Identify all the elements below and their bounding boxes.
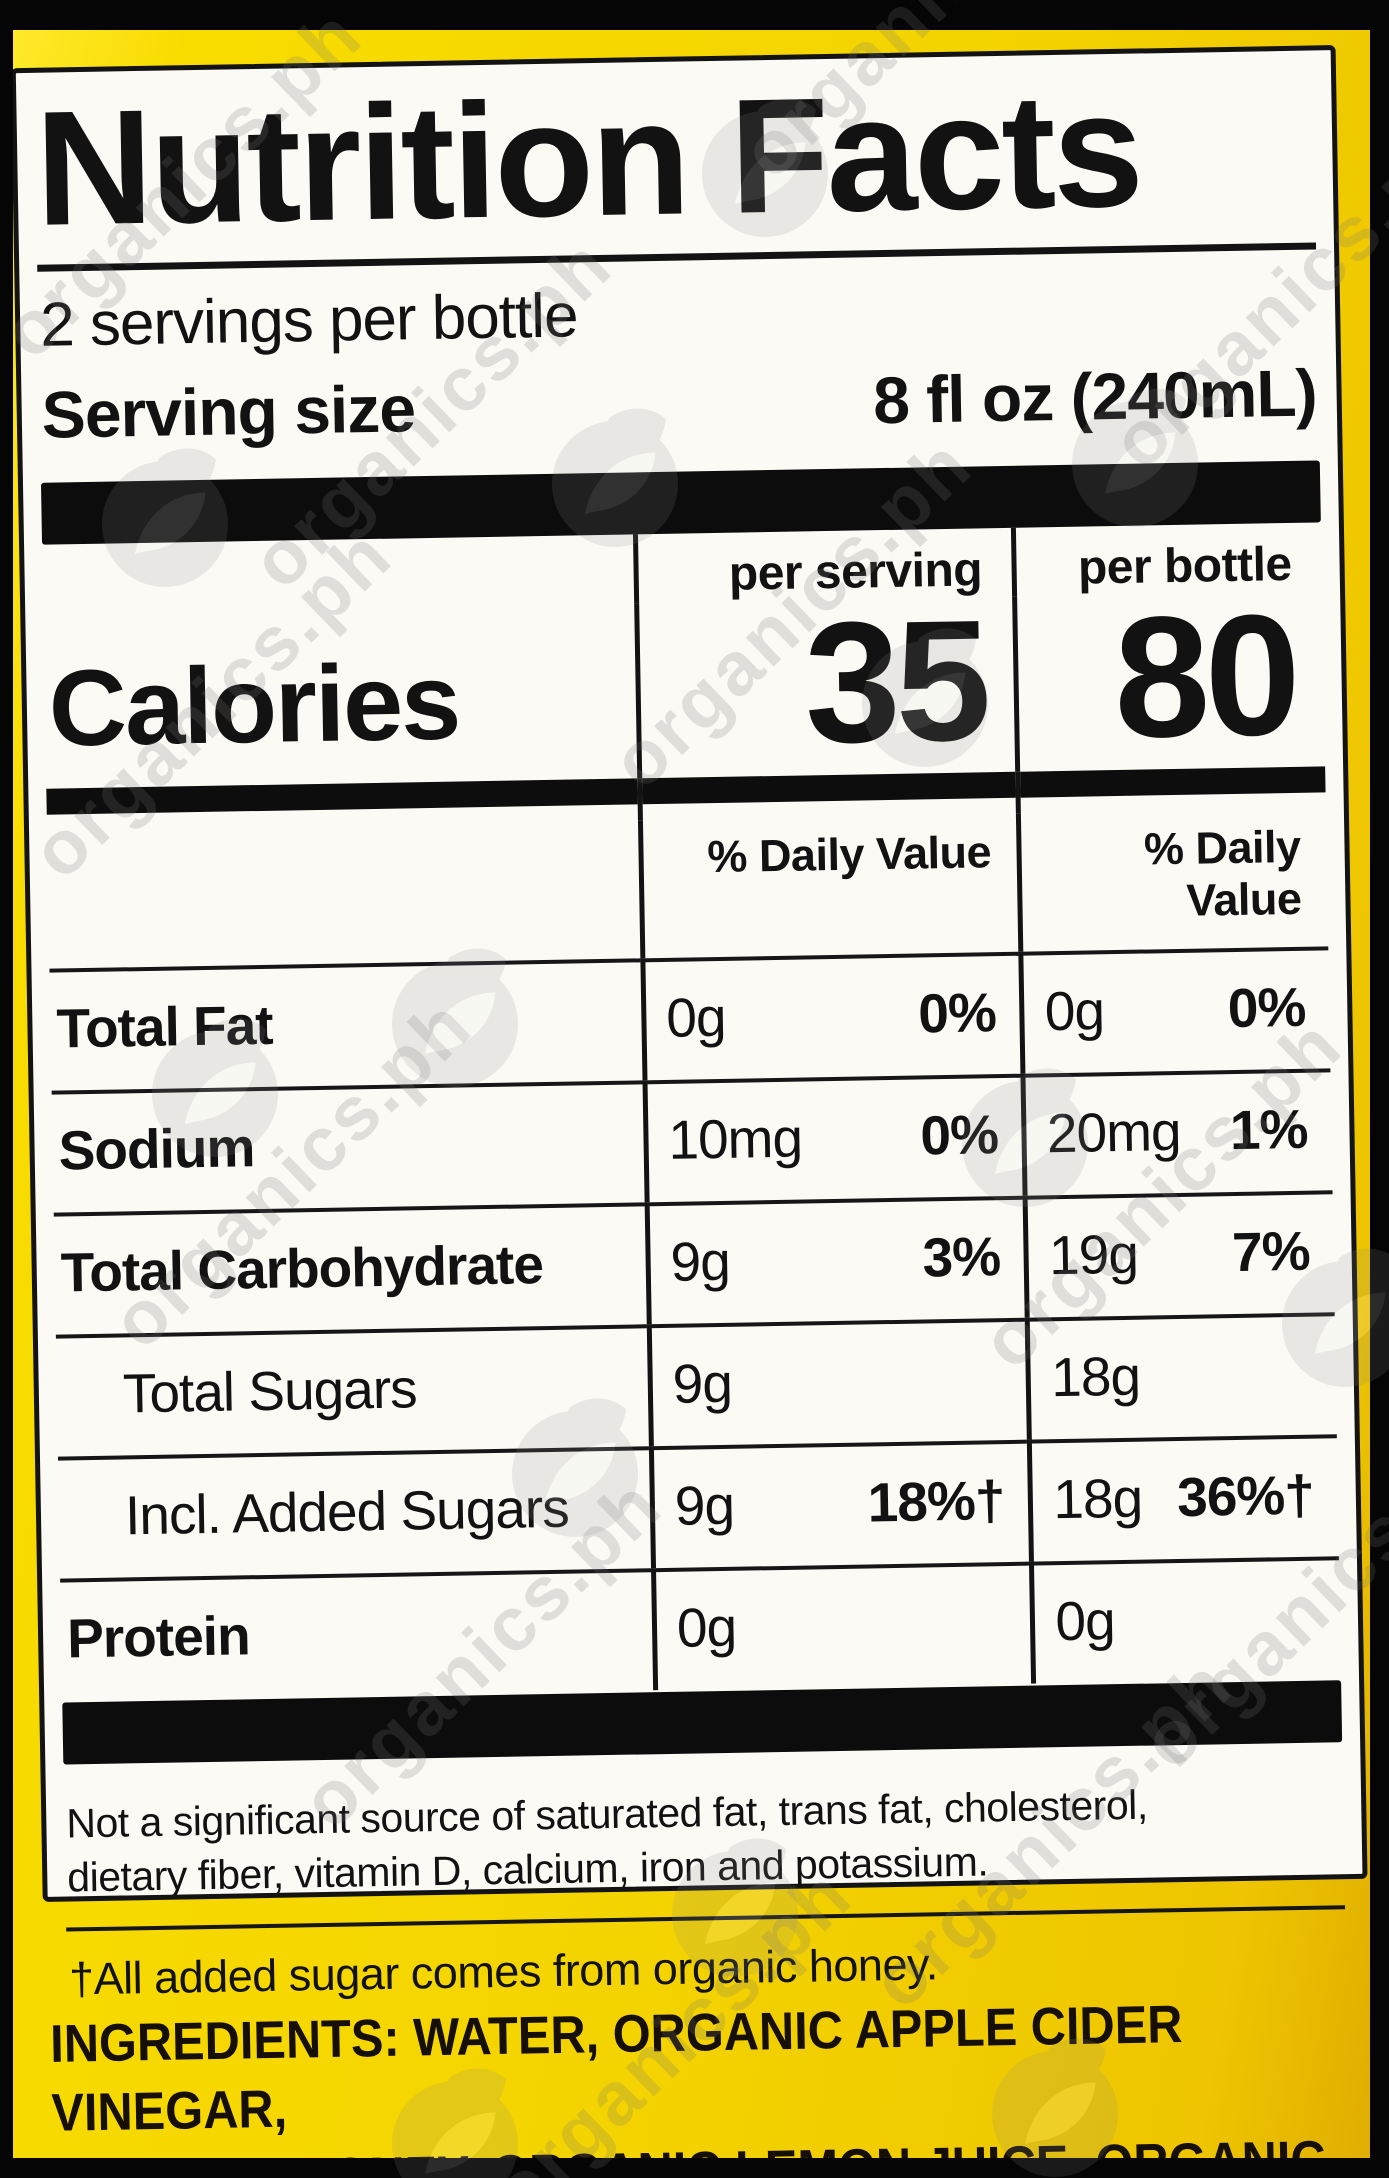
nutrient-serving-cell: 10mg 0% — [642, 1073, 1024, 1202]
daily-value-spacer — [47, 820, 640, 968]
serving-amount: 0g — [665, 985, 727, 1049]
nutrient-bottle-cell: 0g 0% — [1018, 945, 1331, 1074]
serving-amount: 9g — [670, 1229, 731, 1293]
bottle-amount: 20mg — [1046, 1099, 1182, 1164]
calories-per-bottle-value: 80 — [1012, 579, 1326, 774]
nutrient-name: Total Sugars — [55, 1323, 649, 1457]
ingredients-text: INGREDIENTS: WATER, ORGANIC APPLE CIDER … — [49, 1995, 1327, 2158]
footnote-divider — [66, 1905, 1346, 1932]
nutrient-bottle-cell: 19g 7% — [1023, 1189, 1335, 1318]
bottle-amount: 18g — [1052, 1466, 1143, 1530]
nutrient-name: Total Carbohydrate — [53, 1201, 647, 1335]
bottle-daily-value: 36%† — [1176, 1463, 1315, 1528]
bottle-daily-value: 1% — [1229, 1097, 1308, 1161]
bottle-amount: 0g — [1044, 978, 1105, 1042]
nutrient-bottle-cell: 18g 36%† — [1027, 1433, 1339, 1562]
calories-label: Calories — [47, 640, 461, 769]
calories-per-serving-value: 35 — [634, 584, 1016, 779]
serving-amount: 10mg — [667, 1106, 803, 1171]
nutrient-serving-cell: 9g — [646, 1317, 1028, 1446]
serving-size-value: 8 fl oz (240mL) — [872, 355, 1318, 437]
serving-size-row: Serving size 8 fl oz (240mL) — [41, 354, 1317, 452]
label-background: Nutrition Facts 2 servings per bottle Se… — [13, 30, 1370, 2158]
nutrition-facts-title: Nutrition Facts — [33, 57, 1142, 260]
footnote-not-significant: Not a significant source of saturated fa… — [65, 1781, 1149, 1901]
nutrient-bottle-cell: 20mg 1% — [1020, 1067, 1333, 1196]
nutrient-serving-cell: 0g — [650, 1561, 1032, 1690]
calories-underline-bar — [637, 771, 1017, 820]
nutrient-bottle-cell: 18g — [1025, 1311, 1337, 1440]
bottle-daily-value: 7% — [1231, 1219, 1311, 1283]
nutrition-table: Calories per serving per bottle 35 80 % … — [42, 522, 1343, 1765]
bottle-amount: 18g — [1050, 1344, 1141, 1408]
nutrient-serving-cell: 9g 3% — [644, 1195, 1026, 1324]
serving-amount: 9g — [674, 1473, 735, 1537]
nutrient-name: Sodium — [51, 1079, 645, 1213]
daily-value-header-bottle: % Daily Value — [1016, 807, 1329, 952]
serving-daily-value: 18%† — [867, 1468, 1005, 1533]
serving-amount: 9g — [672, 1351, 733, 1415]
nutrient-serving-cell: 0g 0% — [640, 951, 1021, 1080]
bottle-daily-value: 0% — [1227, 975, 1306, 1039]
serving-size-label: Serving size — [41, 370, 416, 452]
serving-amount: 0g — [676, 1595, 737, 1659]
servings-per-bottle: 2 servings per bottle — [39, 281, 579, 360]
label-tilt-wrapper: Nutrition Facts 2 servings per bottle Se… — [13, 30, 1370, 2158]
nutrient-name: Protein — [60, 1567, 654, 1701]
nutrient-serving-cell: 9g 18%† — [648, 1439, 1030, 1568]
serving-daily-value: 3% — [922, 1224, 1001, 1288]
nutrition-facts-panel: Nutrition Facts 2 servings per bottle Se… — [13, 45, 1368, 2005]
calories-underline-bar — [1015, 765, 1326, 814]
serving-daily-value: 0% — [919, 1102, 999, 1167]
nutrient-name: Total Fat — [49, 957, 643, 1091]
nutrient-name: Incl. Added Sugars — [57, 1445, 651, 1579]
bottle-amount: 19g — [1048, 1222, 1139, 1286]
bottle-amount: 0g — [1054, 1588, 1116, 1652]
nutrient-bottle-cell: 0g — [1029, 1555, 1342, 1684]
daily-value-header-serving: % Daily Value — [637, 813, 1019, 958]
serving-daily-value: 0% — [917, 980, 997, 1045]
